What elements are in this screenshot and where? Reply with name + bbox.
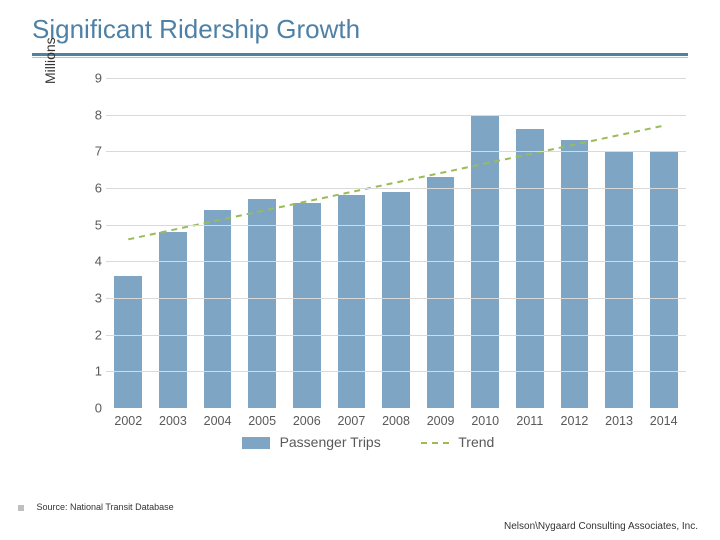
- x-tick: 2007: [337, 414, 365, 428]
- x-tick: 2008: [382, 414, 410, 428]
- x-tick: 2004: [204, 414, 232, 428]
- x-tick: 2006: [293, 414, 321, 428]
- footer-credit: Nelson\Nygaard Consulting Associates, In…: [504, 521, 698, 532]
- y-tick: 7: [86, 144, 102, 159]
- rule-thick: [32, 53, 688, 56]
- gridline: [106, 151, 686, 152]
- bar: [248, 199, 276, 408]
- x-tick: 2005: [248, 414, 276, 428]
- rule-thin: [32, 57, 688, 58]
- legend-series-label: Passenger Trips: [280, 434, 381, 450]
- gridline: [106, 225, 686, 226]
- bar: [114, 276, 142, 408]
- legend-trend: Trend: [421, 434, 495, 450]
- page-title: Significant Ridership Growth: [32, 14, 720, 45]
- y-tick: 0: [86, 401, 102, 416]
- x-tick: 2010: [471, 414, 499, 428]
- bar: [516, 129, 544, 408]
- y-axis-label: Millions: [42, 37, 58, 84]
- ridership-chart: Millions 0123456789200220032004200520062…: [48, 74, 688, 460]
- legend: Passenger Trips Trend: [48, 434, 688, 450]
- gridline: [106, 371, 686, 372]
- y-tick: 6: [86, 181, 102, 196]
- x-tick: 2009: [427, 414, 455, 428]
- gridline: [106, 335, 686, 336]
- bar: [293, 203, 321, 408]
- gridline: [106, 188, 686, 189]
- gridline: [106, 261, 686, 262]
- source-row: Source: National Transit Database: [18, 502, 174, 512]
- y-tick: 8: [86, 107, 102, 122]
- y-tick: 4: [86, 254, 102, 269]
- x-tick: 2002: [114, 414, 142, 428]
- x-tick: 2011: [516, 414, 543, 428]
- bar: [338, 195, 366, 408]
- y-tick: 5: [86, 217, 102, 232]
- legend-trend-label: Trend: [458, 434, 494, 450]
- source-text: Source: National Transit Database: [37, 502, 174, 512]
- slide: Significant Ridership Growth Millions 01…: [0, 0, 720, 540]
- bars-layer: [106, 78, 686, 408]
- x-tick: 2012: [561, 414, 589, 428]
- bar: [605, 151, 633, 408]
- bar: [427, 177, 455, 408]
- bar: [650, 151, 678, 408]
- gridline: [106, 298, 686, 299]
- x-tick: 2014: [650, 414, 678, 428]
- y-tick: 3: [86, 291, 102, 306]
- plot-area: 0123456789200220032004200520062007200820…: [106, 78, 686, 408]
- y-tick: 1: [86, 364, 102, 379]
- header: Significant Ridership Growth: [0, 0, 720, 45]
- bullet-icon: [18, 505, 24, 511]
- gridline: [106, 115, 686, 116]
- y-tick: 9: [86, 71, 102, 86]
- x-tick: 2003: [159, 414, 187, 428]
- bar: [159, 232, 187, 408]
- legend-swatch-trend: [421, 438, 449, 448]
- legend-swatch-bar: [242, 437, 270, 449]
- legend-series: Passenger Trips: [242, 434, 381, 450]
- gridline: [106, 78, 686, 79]
- y-tick: 2: [86, 327, 102, 342]
- bar: [561, 140, 589, 408]
- bar: [204, 210, 232, 408]
- x-tick: 2013: [605, 414, 633, 428]
